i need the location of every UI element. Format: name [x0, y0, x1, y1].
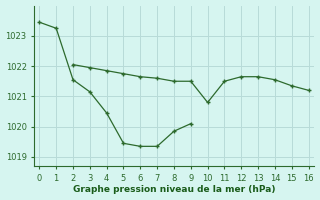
- X-axis label: Graphe pression niveau de la mer (hPa): Graphe pression niveau de la mer (hPa): [73, 185, 275, 194]
